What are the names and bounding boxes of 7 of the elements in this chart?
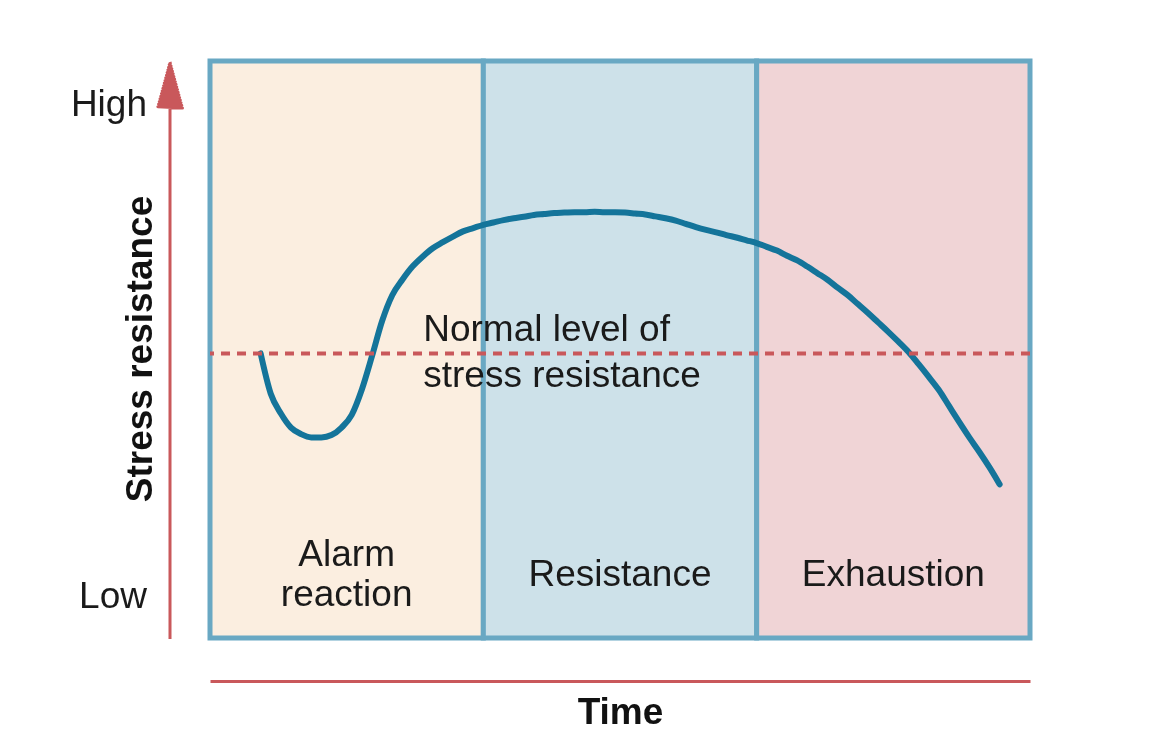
text: High bbox=[70, 83, 147, 124]
text: Low bbox=[79, 575, 148, 616]
annotation: Exhaustion bbox=[801, 553, 985, 594]
annotation: Resistance bbox=[528, 553, 712, 594]
annotation: Alarm reaction bbox=[280, 533, 413, 614]
x-axis-title: Time bbox=[577, 690, 664, 732]
y-axis-title: Stress resistance bbox=[119, 195, 160, 503]
